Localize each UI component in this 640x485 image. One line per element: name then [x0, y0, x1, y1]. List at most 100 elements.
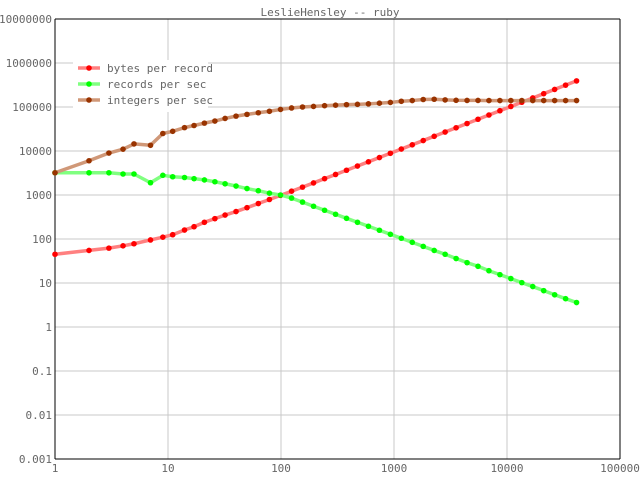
data-point [431, 247, 437, 254]
x-tick-label: 100 [271, 462, 291, 475]
data-point [106, 169, 112, 176]
data-point [562, 295, 569, 302]
data-point [310, 203, 317, 210]
data-point [387, 231, 394, 238]
data-point [212, 118, 218, 124]
data-point [266, 196, 273, 203]
data-point [376, 227, 383, 234]
data-point [343, 215, 350, 222]
data-point [120, 146, 126, 152]
y-tick-label: 10000000 [0, 13, 52, 26]
data-point [573, 299, 580, 306]
data-point [398, 98, 405, 105]
y-tick-label: 100 [32, 233, 52, 246]
data-point [387, 150, 394, 157]
data-point [191, 122, 197, 129]
data-point [310, 103, 317, 110]
x-tick-label: 100000 [600, 462, 640, 475]
data-point [181, 174, 188, 181]
series-records-per-sec [52, 169, 580, 306]
data-point [508, 103, 514, 110]
data-point [299, 199, 306, 205]
data-point [160, 172, 166, 179]
data-point [255, 200, 262, 207]
data-point [244, 111, 250, 118]
data-point [573, 97, 580, 104]
y-tick-label: 1000 [26, 189, 53, 202]
data-point [376, 100, 383, 107]
data-point [453, 124, 459, 131]
data-point [255, 187, 262, 194]
y-tick-label: 0.001 [19, 453, 52, 466]
data-point [120, 243, 126, 249]
data-point [131, 171, 137, 177]
data-point [321, 175, 328, 182]
data-point [398, 235, 405, 242]
data-point [160, 234, 166, 240]
data-point [288, 195, 295, 201]
x-tick-label: 10 [161, 462, 174, 475]
data-point [409, 97, 416, 104]
data-point [52, 169, 58, 176]
data-point [255, 109, 262, 116]
data-point [147, 179, 154, 186]
data-point [486, 112, 492, 118]
data-point [160, 130, 166, 137]
data-point [288, 188, 295, 195]
data-point [86, 157, 92, 164]
data-point [354, 163, 361, 169]
data-point [244, 185, 250, 192]
data-point [442, 97, 448, 103]
data-point [519, 279, 525, 286]
data-point [529, 97, 536, 104]
y-tick-label: 100000 [12, 101, 52, 114]
data-point [486, 267, 492, 274]
data-point [86, 169, 92, 176]
data-point [169, 173, 176, 180]
data-point [431, 133, 437, 140]
data-point [420, 96, 427, 103]
data-point [222, 180, 228, 187]
data-point [529, 283, 536, 290]
data-point [365, 101, 372, 107]
series-bytes-per-record [52, 78, 580, 258]
data-point [181, 227, 188, 233]
data-point [277, 106, 284, 113]
data-point [343, 101, 350, 108]
data-point [321, 102, 328, 109]
data-point [52, 251, 58, 258]
data-point [475, 263, 481, 270]
data-point [562, 82, 569, 88]
data-point [486, 97, 492, 104]
data-point [131, 240, 137, 247]
data-point [475, 116, 481, 123]
data-point [453, 255, 459, 262]
data-point [551, 97, 558, 104]
y-tick-label: 1000000 [6, 57, 52, 70]
data-point [409, 239, 416, 246]
x-tick-label: 10000 [490, 462, 523, 475]
legend-marker [86, 81, 92, 87]
data-point [233, 183, 239, 189]
axes: 1 10 100 1000 10000 100000 0.001 0.01 0.1 1 10 100 1… [0, 13, 640, 475]
data-point [540, 90, 547, 97]
data-point [442, 251, 448, 258]
data-point [354, 101, 361, 108]
data-point [398, 146, 405, 152]
data-point [420, 137, 427, 144]
legend: bytes per record records per sec integers … [73, 60, 213, 112]
data-point [266, 108, 273, 115]
data-point [169, 128, 176, 135]
data-point [376, 154, 383, 161]
data-point [222, 115, 228, 122]
data-point [201, 120, 208, 126]
data-point [573, 78, 580, 84]
data-point [562, 97, 569, 104]
data-point [332, 171, 339, 178]
data-point [431, 96, 437, 103]
data-point [181, 124, 188, 131]
data-point [332, 211, 339, 218]
data-point [551, 291, 558, 298]
data-point [191, 223, 197, 230]
